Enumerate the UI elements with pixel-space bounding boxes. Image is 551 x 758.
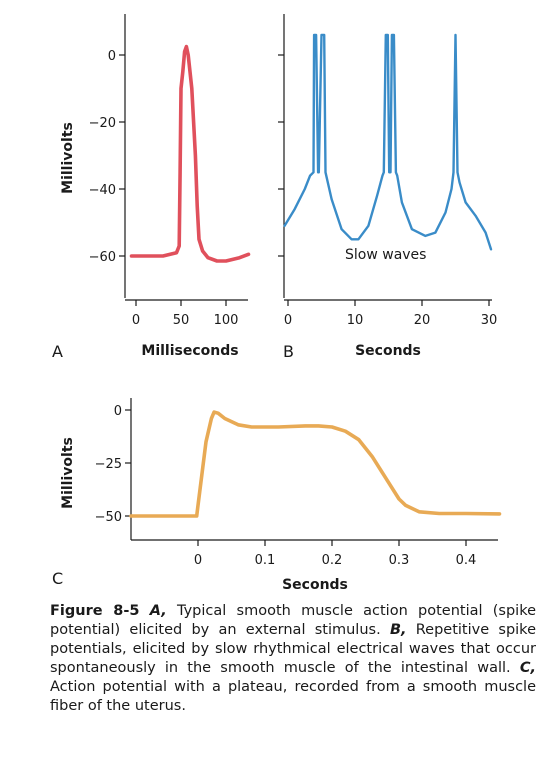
panel-letter-b: B xyxy=(283,342,294,361)
x-tick-label: 100 xyxy=(214,313,239,328)
caption-b-letter: B, xyxy=(389,622,407,638)
panel-b-x-axis-label: Seconds xyxy=(355,343,421,359)
panel-c-chart: 0 0.1 0.2 0.3 0.4 0 −25 −50 Seconds Millivolts C xyxy=(52,398,502,593)
x-tick-label: 20 xyxy=(414,313,431,328)
slow-waves-annotation: Slow waves xyxy=(345,247,426,263)
panel-a-series-line xyxy=(129,44,251,263)
y-tick-label: −40 xyxy=(89,183,116,198)
caption-a-letter: A, xyxy=(149,603,167,619)
panel-letter-a: A xyxy=(52,342,63,361)
figure-canvas: 0 50 1000−20−40−60MillisecondsMillivoltsA … xyxy=(52,14,502,593)
panel-c-y-axis-label: Millivolts xyxy=(60,437,76,509)
y-tick-label: 0 xyxy=(108,49,116,64)
x-tick-label: 0.2 xyxy=(322,553,343,568)
panel-a-x-axis-label: Milliseconds xyxy=(141,343,238,359)
caption-c-letter: C, xyxy=(519,660,536,676)
panel-b-chart: 0 10 20 30 Seconds B Slow waves xyxy=(278,14,497,361)
panel-a-y-axis-label: Millivolts xyxy=(60,122,76,194)
x-tick-label: 0 xyxy=(194,553,202,568)
panel-c-series-line xyxy=(129,410,502,518)
x-tick-label: 0 xyxy=(132,313,140,328)
caption-c-text: Action potential with a plateau, recorde… xyxy=(50,679,536,714)
x-tick-label: 30 xyxy=(481,313,498,328)
y-tick-label: 0 xyxy=(114,404,122,419)
panel-a-chart: 0 50 100 0 −20 −40 −60 Milliseconds Millivolts A xyxy=(52,14,251,361)
y-tick-label: −25 xyxy=(95,457,122,472)
panel-c-x-axis-label: Seconds xyxy=(282,577,348,593)
x-tick-label: 0.3 xyxy=(389,553,410,568)
x-tick-label: 0.4 xyxy=(456,553,477,568)
caption-b-text: Repetitive spike potentials, elicited by… xyxy=(50,622,536,676)
caption-a-text: Typical smooth muscle action potential (… xyxy=(50,603,537,638)
x-tick-label: 10 xyxy=(347,313,364,328)
y-tick-label: −60 xyxy=(89,250,116,265)
caption-figure-label: Figure 8-5 xyxy=(50,603,140,619)
panel-b-series-line xyxy=(283,33,493,251)
x-tick-label: 50 xyxy=(173,313,190,328)
figure-caption: Figure 8-5 A, Typical smooth muscle acti… xyxy=(50,602,536,716)
y-tick-label: −20 xyxy=(89,116,116,131)
x-tick-label: 0 xyxy=(284,313,292,328)
x-tick-label: 0.1 xyxy=(255,553,276,568)
y-tick-label: −50 xyxy=(95,510,122,525)
panel-letter-c: C xyxy=(52,569,63,588)
